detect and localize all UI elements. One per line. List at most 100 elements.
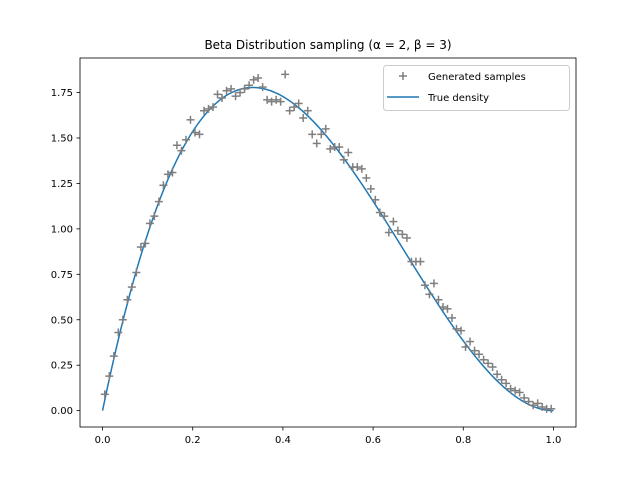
sample-point [529, 401, 538, 410]
sample-point [312, 139, 321, 148]
legend: Generated samples True density [383, 65, 570, 111]
sample-point [294, 99, 303, 108]
sample-point [317, 130, 326, 139]
sample-point [339, 155, 348, 164]
density-line [101, 86, 554, 412]
sample-point [177, 146, 186, 155]
sample-point [163, 170, 172, 179]
sample-point [200, 106, 208, 115]
sample-point [172, 141, 181, 150]
sample-point [515, 388, 524, 397]
sample-point [290, 103, 299, 112]
x-tick-label: 0.2 [185, 435, 201, 446]
sample-point [448, 313, 456, 322]
sample-point [524, 397, 533, 406]
sample-point [461, 343, 470, 352]
sample-point [145, 219, 154, 228]
sample-point [231, 92, 240, 101]
sample-point [258, 83, 267, 92]
sample-point [502, 379, 511, 388]
sample-point [538, 403, 547, 412]
sample-point [393, 226, 402, 235]
sample-point [353, 163, 362, 172]
sample-point [114, 328, 123, 337]
sample-point [168, 168, 177, 177]
sample-point [380, 212, 389, 221]
sample-point [150, 212, 159, 221]
legend-marker-samples [399, 72, 407, 80]
y-tick-label: 1.50 [51, 133, 73, 144]
sample-point [263, 95, 272, 104]
sample-point [511, 386, 520, 395]
sample-point [452, 324, 461, 333]
sample-point [249, 75, 258, 84]
sample-point [398, 230, 407, 239]
sample-point [213, 90, 222, 99]
sample-point [281, 70, 290, 79]
sample-point [493, 370, 502, 379]
sample-point [429, 279, 438, 288]
sample-point [438, 303, 447, 312]
sample-point [335, 143, 344, 152]
sample-point [118, 315, 127, 324]
sample-point [105, 372, 114, 381]
sample-point [389, 217, 398, 226]
sample-point [136, 243, 145, 252]
sample-point [497, 375, 506, 384]
sample-point [154, 197, 163, 206]
sample-point [533, 399, 542, 408]
sample-point [362, 173, 371, 182]
sample-point [321, 124, 330, 133]
x-tick-label: 0.8 [455, 435, 471, 446]
y-tick-label: 0.00 [51, 406, 73, 417]
sample-point [186, 115, 195, 124]
x-tick-label: 0.6 [365, 435, 381, 446]
sample-point [416, 257, 425, 266]
x-tick-label: 1.0 [546, 435, 562, 446]
sample-point [303, 106, 312, 115]
sample-point [123, 295, 132, 304]
sample-point [109, 352, 118, 361]
sample-point [308, 130, 317, 139]
legend-label-density: True density [427, 93, 489, 104]
sample-point [299, 113, 308, 122]
sample-point [457, 326, 466, 335]
sample-point [236, 88, 245, 97]
y-tick-label: 1.25 [51, 179, 73, 190]
sample-point [218, 93, 227, 102]
sample-point [344, 148, 353, 157]
y-tick-label: 1.00 [51, 224, 73, 235]
sample-point [366, 184, 375, 193]
sample-point [484, 359, 493, 368]
sample-point [285, 106, 294, 115]
sample-point [520, 393, 529, 402]
sample-point [204, 104, 213, 113]
sample-point [272, 95, 281, 104]
sample-point [326, 144, 335, 153]
plot-marks [100, 70, 556, 413]
sample-point [100, 390, 109, 399]
sample-point [466, 337, 475, 346]
sample-point [470, 346, 479, 355]
sample-point [254, 73, 263, 82]
axis-ticks: 0.0 0.2 0.4 0.6 0.8 1.0 0.00 0.25 0.50 0.75 1.00 1.… [51, 88, 562, 446]
legend-label-samples: Generated samples [428, 72, 526, 83]
y-tick-label: 0.75 [51, 270, 73, 281]
sample-point [127, 283, 136, 292]
legend-box [383, 65, 570, 111]
chart-title: Beta Distribution sampling (α = 2, β = 3… [204, 38, 451, 52]
sample-point [488, 363, 497, 372]
sample-point [190, 128, 199, 137]
sample-point [132, 268, 141, 277]
sample-point [475, 350, 484, 359]
sample-point [245, 81, 254, 90]
sample-point [420, 281, 429, 290]
sample-point [222, 86, 231, 95]
sample-point [375, 208, 384, 217]
sample-point [384, 228, 393, 237]
sample-point [227, 84, 236, 93]
sample-point [425, 290, 434, 299]
sample-point [159, 181, 168, 190]
